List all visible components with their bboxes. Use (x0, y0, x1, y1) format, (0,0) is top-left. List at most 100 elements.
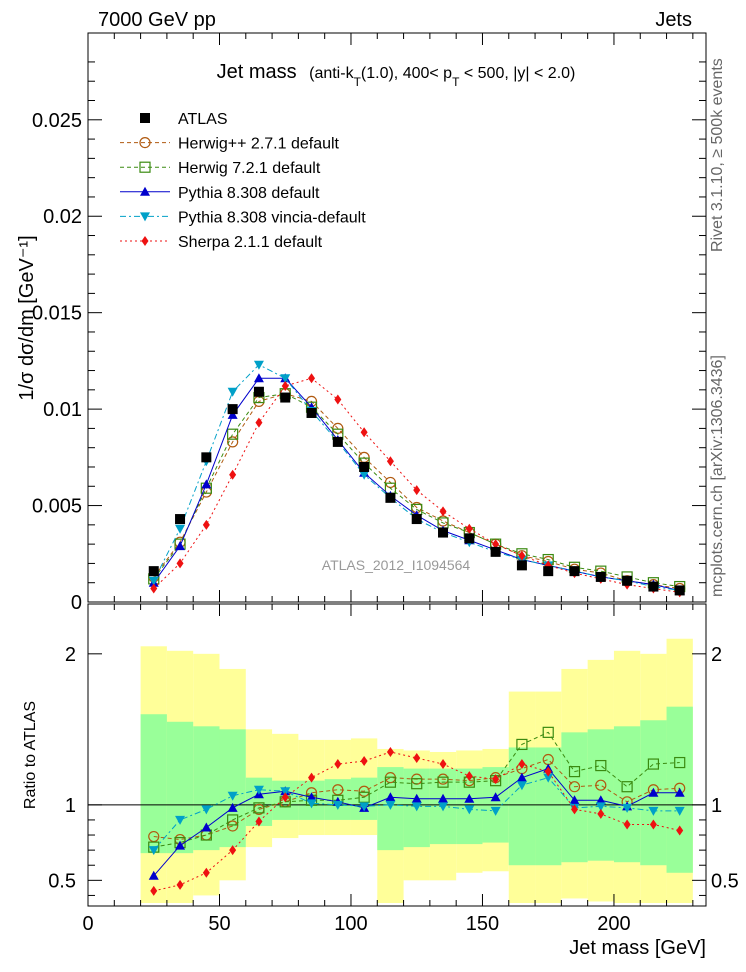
legend-entry: Sherpa 2.1.1 default (120, 234, 323, 251)
ratio-axis-ticks (87, 604, 706, 906)
ratio-point (359, 802, 370, 812)
ratio-point (227, 791, 238, 801)
atlas-data-point (332, 436, 343, 447)
energy-label: 7000 GeV pp (98, 9, 216, 31)
ratio-tick-label-left: 1 (65, 795, 76, 817)
rivet-label: Rivet 3.1.10, ≥ 500k events (709, 58, 726, 252)
title-main: Jet mass (217, 61, 297, 83)
legend-entry: Pythia 8.308 vincia-default (120, 209, 366, 226)
ratio-point (544, 766, 552, 777)
x-tick-label: 150 (466, 913, 499, 935)
ratio-point (411, 793, 422, 803)
ratio-point (411, 802, 422, 812)
ratio-point (227, 802, 238, 812)
series-point (253, 360, 264, 370)
ratio-point (464, 805, 475, 815)
ratio-point (253, 785, 264, 795)
atlas-data-point (148, 566, 159, 577)
atlas-data-point (359, 461, 370, 472)
ratio-point (306, 792, 317, 802)
legend-label: ATLAS (178, 111, 228, 128)
ratio-point (595, 779, 607, 791)
x-tick-labels: 0 50 100 150 200 (82, 913, 630, 935)
ratio-point (384, 776, 397, 788)
series-point (492, 539, 500, 550)
ratio-point (649, 819, 657, 830)
ratio-curves (148, 726, 686, 896)
ratio-point (674, 787, 685, 797)
legend-marker (139, 137, 151, 149)
series-point (150, 583, 158, 594)
ratio-point (647, 758, 660, 770)
atlas-data-point (569, 566, 580, 577)
ratio-point (490, 806, 501, 816)
series-point (227, 436, 239, 448)
legend-label: Pythia 8.308 vincia-default (178, 209, 366, 226)
series-point (227, 387, 238, 397)
ratio-point (201, 805, 212, 815)
ratio-point (202, 867, 210, 878)
ratio-point (360, 756, 368, 767)
ratio-point (542, 726, 554, 738)
main-axis-ticks (87, 33, 706, 603)
atlas-data-point (227, 404, 238, 415)
ratio-point (595, 759, 607, 772)
ratio-point (176, 879, 184, 890)
y-tick-label: 0 (71, 592, 82, 614)
green-band-bin (140, 714, 167, 854)
ratio-point (674, 806, 685, 816)
analysis-watermark: ATLAS_2012_I1094564 (322, 557, 471, 573)
ratio-tick-label-left: 0.5 (48, 870, 76, 892)
ratio-point (568, 781, 581, 793)
green-band-bin (587, 729, 614, 861)
x-tick-label: 200 (597, 913, 630, 935)
ratio-markers (150, 746, 684, 896)
series-point (465, 523, 473, 534)
legend-entry: ATLAS (140, 111, 228, 128)
atlas-data-point (622, 575, 633, 586)
ratio-bands (140, 638, 693, 903)
ratio-point (253, 802, 265, 814)
ratio-y-axis-title: Ratio to ATLAS (22, 701, 39, 809)
y-tick-label: 0.005 (32, 496, 82, 518)
ratio-point (571, 804, 579, 815)
series-point (202, 519, 210, 530)
ratio-point (358, 785, 370, 797)
atlas-data-point (543, 566, 554, 577)
mcplots-label: mcplots.cern.ch [arXiv:1306.3436] (709, 355, 726, 597)
chart-title: Jet mass (anti-kT(1.0), 400< pT < 500, |… (217, 61, 576, 89)
green-band-bin (193, 726, 220, 851)
title-mid: (1.0), 400< p (361, 65, 452, 82)
atlas-data-point (595, 571, 606, 582)
ratio-point (413, 753, 421, 764)
atlas-data-point (201, 452, 212, 463)
legend-marker (140, 212, 150, 222)
series-point (175, 524, 186, 534)
ratio-line (153, 731, 680, 848)
atlas-data-point (674, 585, 685, 596)
series-point (384, 476, 397, 489)
ratio-point (597, 808, 605, 819)
legend-label: Herwig++ 2.7.1 default (178, 136, 340, 153)
ratio-point (281, 792, 289, 803)
series-point (229, 469, 237, 480)
ratio-point (148, 846, 159, 856)
legend-marker (140, 186, 150, 196)
legend-label: Sherpa 2.1.1 default (178, 234, 323, 251)
series-point (360, 427, 368, 438)
series-point (359, 470, 370, 480)
title-suffix: < 500, |y| < 2.0) (459, 65, 575, 82)
y-tick-label: 0.015 (32, 303, 82, 325)
series-point (201, 479, 212, 489)
ratio-point (569, 795, 580, 805)
ratio-point (518, 759, 526, 770)
ratio-point (439, 759, 447, 770)
series-point (439, 506, 447, 517)
ratio-point (386, 746, 394, 757)
ratio-point (595, 802, 606, 812)
ratio-point (516, 781, 527, 791)
ratio-point (622, 803, 633, 813)
series-point (413, 485, 421, 496)
ratio-tick-label-right: 2 (711, 644, 722, 666)
x-tick-label: 50 (208, 913, 230, 935)
